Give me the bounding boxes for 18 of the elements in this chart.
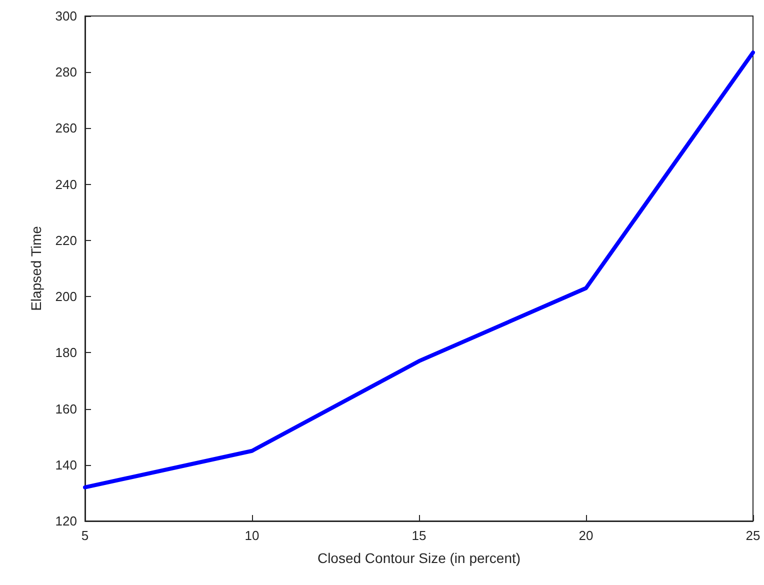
x-tick-label: 20: [578, 528, 594, 543]
line-series: [83, 50, 755, 490]
y-tick-label: 260: [55, 120, 77, 136]
x-tick-label: 15: [412, 528, 426, 543]
y-axis-title: Elapsed Time: [28, 226, 44, 311]
y-tick-label: 300: [55, 8, 77, 24]
y-tick-label: 160: [55, 401, 77, 416]
y-tick-label: 240: [55, 176, 77, 192]
x-tick-label: 10: [244, 528, 260, 543]
x-axis-title: Closed Contour Size (in percent): [317, 550, 521, 566]
y-tick-label: 120: [55, 514, 77, 528]
y-tick-label: 140: [55, 457, 77, 472]
y-tick-label: 200: [55, 289, 77, 304]
x-tick-label: 25: [746, 528, 760, 543]
y-tick-label: 220: [55, 232, 77, 248]
x-tick-label: 5: [81, 528, 89, 543]
y-tick-label: 180: [55, 345, 77, 360]
y-tick-label: 280: [55, 64, 77, 80]
